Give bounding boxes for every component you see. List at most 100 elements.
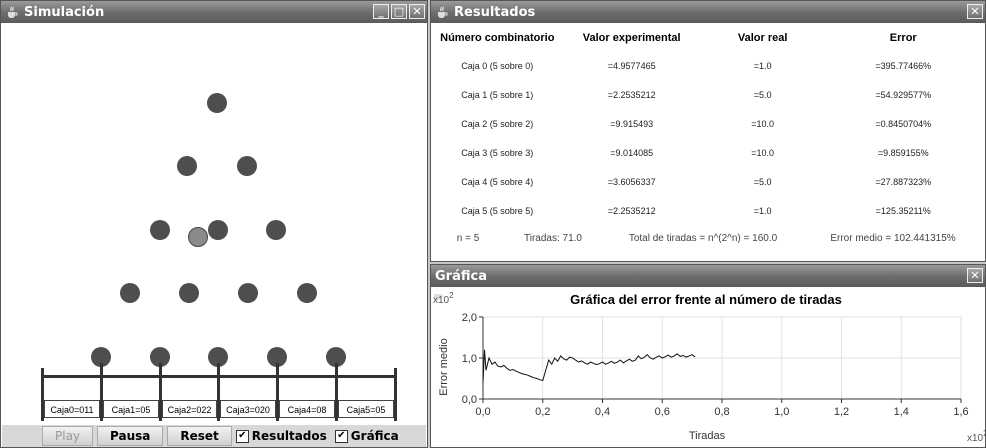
error-series-line — [482, 349, 696, 383]
x-multiplier-base: x10 — [967, 433, 984, 444]
x-tick-label: 0,6 — [655, 406, 670, 418]
galton-board: Caja0=011 Caja1=05 Caja2=022 Caja3=020 C… — [2, 23, 426, 423]
results-checkbox[interactable]: ✔ Resultados — [235, 429, 327, 443]
table-row: Caja 2 (5 sobre 2) =9.915493 =10.0 =0.84507… — [433, 109, 983, 138]
summary-error: Error medio = 102.441315% — [830, 233, 956, 244]
results-checkbox-label: Resultados — [251, 429, 327, 443]
peg — [267, 347, 287, 367]
maximize-button[interactable]: □ — [391, 4, 407, 19]
peg — [120, 283, 140, 303]
y-multiplier-exp: 2 — [449, 291, 454, 300]
table-row: Caja 3 (5 sobre 3) =9.014085 =10.0 =9.85915… — [433, 138, 983, 167]
y-axis-label: Error medio — [438, 338, 450, 395]
chart-title: Gráfica del error frente al número de ti… — [570, 292, 842, 307]
right-wall — [394, 368, 397, 421]
peg — [208, 347, 228, 367]
x-tick-label: 1,2 — [834, 406, 849, 418]
peg — [91, 347, 111, 367]
pause-button[interactable]: Pausa — [97, 426, 164, 446]
table-cell: =1.0 — [753, 205, 772, 216]
close-icon: ✕ — [970, 269, 980, 282]
peg — [326, 347, 346, 367]
table-cell: =9.014085 — [610, 147, 654, 158]
checkmark-icon: ✔ — [235, 429, 249, 443]
close-button[interactable]: ✕ — [409, 4, 425, 19]
close-button[interactable]: ✕ — [967, 268, 983, 283]
y-multiplier: x102 — [433, 291, 454, 306]
y-tick-label: 1,0 — [462, 353, 477, 365]
results-title: Resultados — [454, 4, 536, 20]
divider — [159, 363, 162, 421]
box-count-5: Caja5=05 — [338, 400, 394, 418]
table-row: Caja 1 (5 sobre 1) =2.2535212 =5.0 =54.9295… — [433, 80, 983, 109]
table-cell: =5.0 — [753, 89, 772, 100]
table-cell: =0.8450704% — [875, 118, 932, 129]
x-multiplier-exp: 2 — [983, 429, 985, 438]
java-cup-icon — [8, 6, 18, 18]
box-count-1: Caja1=05 — [103, 400, 159, 418]
bin-top-line — [41, 375, 397, 378]
peg — [266, 220, 286, 240]
x-tick-label: 0,8 — [714, 406, 729, 418]
graph-titlebar[interactable]: Gráfica ✕ — [431, 265, 985, 300]
table-header-row: Número combinatorio Valor experimental V… — [433, 25, 983, 51]
graph-checkbox[interactable]: ✔ Gráfica — [334, 429, 399, 443]
play-button[interactable]: Play — [42, 426, 94, 446]
table-cell: =9.915493 — [610, 118, 654, 129]
results-summary: n = 5 Tiradas: 71.0 Total de tiradas = n… — [433, 233, 983, 244]
table-cell: =395.77466% — [875, 60, 932, 71]
table-row: Caja 0 (5 sobre 0) =4.9577465 =1.0 =395.774… — [433, 51, 983, 80]
summary-total: Total de tiradas = n^(2^n) = 160.0 — [628, 233, 778, 244]
results-table: Número combinatorio Valor experimental V… — [433, 25, 983, 225]
divider — [276, 363, 279, 421]
y-tick-label: 2,0 — [462, 312, 477, 324]
x-tick-label: 1,0 — [774, 406, 789, 418]
peg — [207, 93, 227, 113]
x-tick-label: 0,0 — [475, 406, 490, 418]
table-row: Caja 5 (5 sobre 5) =2.2535212 =1.0 =125.352… — [433, 196, 983, 225]
table-cell: Caja 3 (5 sobre 3) — [461, 147, 534, 158]
divider — [217, 363, 220, 421]
falling-ball — [188, 227, 208, 247]
reset-button[interactable]: Reset — [167, 426, 232, 446]
left-wall — [41, 368, 44, 421]
java-cup-icon — [434, 288, 444, 300]
table-cell: =1.0 — [753, 60, 772, 71]
column-header: Error — [889, 32, 917, 44]
divider — [100, 363, 103, 421]
java-cup-icon — [438, 6, 448, 18]
close-icon: ✕ — [412, 5, 422, 18]
peg — [208, 220, 228, 240]
error-chart: Gráfica del error frente al número de ti… — [433, 291, 985, 444]
table-cell: =10.0 — [751, 147, 775, 158]
x-tick-label: 1,6 — [953, 406, 968, 418]
checkmark-icon: ✔ — [334, 429, 348, 443]
table-row: Caja 4 (5 sobre 4) =3.6056337 =5.0 =27.8873… — [433, 167, 983, 196]
box-count-4: Caja4=08 — [279, 400, 335, 418]
box-count-0: Caja0=011 — [44, 400, 100, 418]
table-cell: =2.2535212 — [607, 89, 656, 100]
table-cell: =3.6056337 — [607, 176, 656, 187]
simulation-title: Simulación — [24, 4, 105, 20]
x-axis-label: Tiradas — [689, 430, 726, 442]
simulation-titlebar[interactable]: Simulación _ □ ✕ — [1, 1, 427, 23]
peg — [237, 156, 257, 176]
y-tick-label: 0,0 — [462, 394, 477, 406]
graph-checkbox-label: Gráfica — [350, 429, 399, 443]
results-titlebar[interactable]: Resultados ✕ — [431, 1, 985, 23]
box-count-2: Caja2=022 — [162, 400, 217, 418]
summary-tiradas: Tiradas: 71.0 — [524, 233, 582, 244]
y-multiplier-base: x10 — [433, 295, 450, 306]
table-cell: Caja 5 (5 sobre 5) — [461, 205, 534, 216]
results-window: Resultados ✕ Número combinatorio Valor e… — [430, 0, 986, 262]
simulation-window: Simulación _ □ ✕ Caja0=011 Ca — [0, 0, 428, 448]
close-button[interactable]: ✕ — [967, 4, 983, 19]
minimize-button[interactable]: _ — [373, 4, 389, 19]
table-cell: Caja 4 (5 sobre 4) — [461, 176, 534, 187]
maximize-icon: □ — [393, 5, 405, 18]
x-tick-label: 0,4 — [595, 406, 610, 418]
divider — [335, 363, 338, 421]
peg — [297, 283, 317, 303]
x-tick-label: 0,2 — [535, 406, 550, 418]
table-cell: =10.0 — [751, 118, 775, 129]
